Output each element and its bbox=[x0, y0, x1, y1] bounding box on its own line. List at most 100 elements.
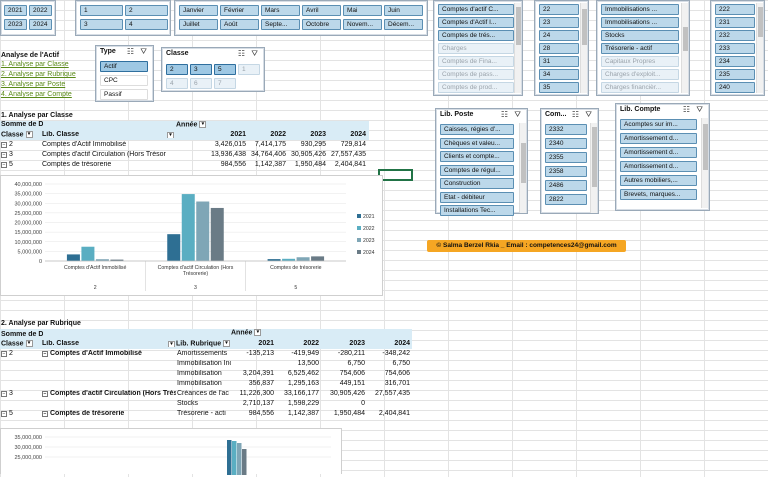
pivot1-col-classe[interactable]: Classe ▾ bbox=[1, 131, 33, 138]
collapse-icon[interactable]: − bbox=[1, 391, 7, 397]
collapse-icon[interactable]: − bbox=[42, 391, 48, 397]
filter-dropdown-icon[interactable]: ▾ bbox=[223, 340, 231, 347]
compte-type-chip[interactable]: Comptes de trés... bbox=[438, 30, 514, 41]
number-chip[interactable]: 35 bbox=[539, 82, 579, 93]
compte-chip[interactable]: 2340 bbox=[545, 138, 587, 149]
number-chip[interactable]: 234 bbox=[715, 56, 755, 67]
collapse-icon[interactable]: − bbox=[1, 162, 7, 168]
lib-compte-chip[interactable]: Acomptes sur im... bbox=[620, 119, 697, 130]
rubrique-chip[interactable]: Charges financièr... bbox=[601, 82, 679, 93]
number-chip[interactable]: 222 bbox=[715, 4, 755, 15]
month-chip[interactable]: Juin bbox=[384, 5, 423, 16]
number-chip[interactable]: 31 bbox=[539, 56, 579, 67]
collapse-icon[interactable]: − bbox=[42, 411, 48, 417]
rubrique-chip[interactable]: Charges d'exploit... bbox=[601, 69, 679, 80]
nav-link-classe[interactable]: 1. Analyse par Classe bbox=[1, 61, 69, 68]
collapse-icon[interactable]: − bbox=[1, 142, 7, 148]
classe-chip[interactable]: 3 bbox=[190, 64, 212, 75]
row-class-code[interactable]: −3 bbox=[1, 151, 13, 158]
number-chip[interactable]: 22 bbox=[539, 4, 579, 15]
row-class-lib[interactable]: − Comptes de trésorerie bbox=[42, 410, 176, 417]
pivot2-col-classe[interactable]: Classe ▾ bbox=[1, 340, 33, 347]
filter-dropdown-icon[interactable]: ▾ bbox=[199, 121, 207, 128]
multiselect-filter-icon[interactable]: ☷ ⛛ bbox=[237, 49, 260, 58]
month-chip[interactable]: Février bbox=[220, 5, 259, 16]
month-chip[interactable]: Septe... bbox=[261, 19, 300, 30]
year-chip[interactable]: 2021 bbox=[4, 5, 27, 16]
lib-compte-chip[interactable]: Autres mobiliers,... bbox=[620, 175, 697, 186]
poste-chip[interactable]: Installations Tec... bbox=[440, 205, 514, 216]
poste-chip[interactable]: Etat - débiteur bbox=[440, 191, 514, 203]
rubrique-chart[interactable]: 35,000,000 30,000,000 25,000,000 bbox=[0, 428, 342, 475]
poste-chip[interactable]: Caisses, régies d'... bbox=[440, 124, 514, 135]
number-chip[interactable]: 34 bbox=[539, 69, 579, 80]
class-chart[interactable]: 40,000,000 35,000,000 30,000,000 25,000,000… bbox=[0, 175, 383, 296]
row-class-lib[interactable]: − Comptes d'actif Circulation (Hors Tréso… bbox=[42, 390, 176, 397]
row-class-code[interactable]: −3 bbox=[1, 390, 13, 397]
classe-chip[interactable]: 1 bbox=[238, 64, 260, 75]
row-class-code[interactable]: −5 bbox=[1, 410, 13, 417]
compte-type-chip[interactable]: Comptes d'Actif I... bbox=[438, 17, 514, 28]
pivot2-annee[interactable]: Année ▾ bbox=[231, 329, 262, 336]
classe-chip[interactable]: 4 bbox=[166, 78, 188, 89]
poste-chip[interactable]: Chèques et valeu... bbox=[440, 137, 514, 149]
compte-type-chip[interactable]: Comptes de Fina... bbox=[438, 56, 514, 67]
class-chip[interactable]: 2 bbox=[125, 5, 168, 16]
type-chip-cpc[interactable]: CPC bbox=[100, 75, 148, 86]
month-chip[interactable]: Juillet bbox=[179, 19, 218, 30]
row-class-code[interactable]: −2 bbox=[1, 350, 13, 357]
filter-dropdown-icon[interactable]: ▾ bbox=[167, 132, 174, 138]
compte-chip[interactable]: 2822 bbox=[545, 194, 587, 205]
nav-link-compte[interactable]: 4. Analyse par Compte bbox=[1, 91, 72, 98]
compte-chip[interactable]: 2486 bbox=[545, 180, 587, 191]
pivot2-col-rub[interactable]: Lib. Rubrique ▾ bbox=[176, 340, 231, 347]
month-chip[interactable]: Octobre bbox=[302, 19, 341, 30]
number-chip[interactable]: 232 bbox=[715, 30, 755, 41]
filter-dropdown-icon[interactable]: ▾ bbox=[254, 329, 262, 336]
compte-chip[interactable]: 2332 bbox=[545, 124, 587, 135]
pivot2-col-lib[interactable]: Lib. Classe ▾ bbox=[42, 340, 177, 347]
collapse-icon[interactable]: − bbox=[1, 152, 7, 158]
poste-chip[interactable]: Comptes de régul... bbox=[440, 164, 514, 176]
rubrique-chip[interactable]: Stocks bbox=[601, 30, 679, 41]
row-class-code[interactable]: −2 bbox=[1, 141, 13, 148]
compte-type-chip[interactable]: Comptes d'actif C... bbox=[438, 4, 514, 15]
compte-chip[interactable]: 2355 bbox=[545, 152, 587, 163]
multiselect-filter-icon[interactable]: ☷ ⛛ bbox=[500, 110, 523, 119]
lib-compte-chip[interactable]: Amortissement d... bbox=[620, 133, 697, 144]
nav-link-poste[interactable]: 3. Analyse par Poste bbox=[1, 81, 66, 88]
pivot1-col-lib[interactable]: Lib. Classe ▾ bbox=[42, 131, 176, 138]
row-class-code[interactable]: −5 bbox=[1, 161, 13, 168]
number-chip[interactable]: 231 bbox=[715, 17, 755, 28]
type-chip-actif[interactable]: Actif bbox=[100, 61, 148, 72]
collapse-icon[interactable]: − bbox=[1, 411, 7, 417]
year-chip[interactable]: 2023 bbox=[4, 19, 27, 30]
compte-type-chip[interactable]: Comptes de prod... bbox=[438, 82, 514, 93]
pivot1-annee[interactable]: Année ▾ bbox=[176, 121, 207, 128]
type-chip-passif[interactable]: Passif bbox=[100, 89, 148, 100]
classe-chip[interactable]: 7 bbox=[214, 78, 236, 89]
class-chip[interactable]: 3 bbox=[80, 19, 123, 30]
lib-compte-chip[interactable]: Brevets, marques... bbox=[620, 189, 697, 200]
number-chip[interactable]: 240 bbox=[715, 82, 755, 93]
number-chip[interactable]: 23 bbox=[539, 17, 579, 28]
row-class-lib[interactable]: − Comptes d'Actif Immobilisé bbox=[42, 350, 176, 357]
nav-link-rubrique[interactable]: 2. Analyse par Rubrique bbox=[1, 71, 76, 78]
month-chip[interactable]: Janvier bbox=[179, 5, 218, 16]
year-chip[interactable]: 2024 bbox=[29, 19, 52, 30]
lib-compte-chip[interactable]: Amortissement d... bbox=[620, 161, 697, 172]
classe-chip[interactable]: 2 bbox=[166, 64, 188, 75]
rubrique-chip[interactable]: Immobilisations ... bbox=[601, 17, 679, 28]
classe-chip[interactable]: 6 bbox=[190, 78, 212, 89]
number-chip[interactable]: 233 bbox=[715, 43, 755, 54]
compte-type-chip[interactable]: Charges bbox=[438, 43, 514, 54]
multiselect-filter-icon[interactable]: ☷ ⛛ bbox=[682, 105, 705, 114]
rubrique-chip[interactable]: Trésorerie - actif bbox=[601, 43, 679, 54]
month-chip[interactable]: Avril bbox=[302, 5, 341, 16]
compte-type-chip[interactable]: Comptes de pass... bbox=[438, 69, 514, 80]
filter-dropdown-icon[interactable]: ▾ bbox=[25, 131, 33, 138]
rubrique-chip[interactable]: Immobilisations ... bbox=[601, 4, 679, 15]
rubrique-chip[interactable]: Capitaux Propres bbox=[601, 56, 679, 67]
number-chip[interactable]: 235 bbox=[715, 69, 755, 80]
class-chip[interactable]: 4 bbox=[125, 19, 168, 30]
